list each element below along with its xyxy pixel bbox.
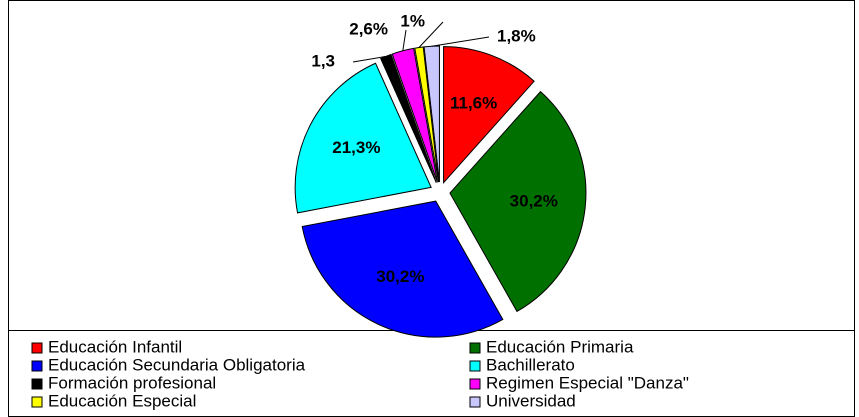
data-label: 1% bbox=[400, 11, 425, 30]
legend-swatch bbox=[469, 378, 481, 390]
legend-label: Universidad bbox=[486, 391, 576, 410]
data-label: 30,2% bbox=[510, 192, 558, 211]
data-label: 11,6% bbox=[450, 93, 497, 112]
pie-slice bbox=[423, 45, 440, 183]
legend-label: Regimen Especial "Danza" bbox=[486, 373, 689, 392]
data-label: 30,2% bbox=[376, 267, 424, 286]
legend-swatch bbox=[31, 396, 43, 408]
pie-slice bbox=[294, 62, 432, 214]
legend-label: Formación profesional bbox=[48, 373, 216, 392]
pie-slice bbox=[391, 47, 438, 183]
leader-line bbox=[402, 29, 407, 51]
legend-swatch bbox=[469, 396, 481, 408]
legend-swatch bbox=[31, 342, 43, 354]
leader-line bbox=[352, 55, 386, 63]
legend-label: Bachillerato bbox=[486, 355, 575, 374]
legend-label: Educación Infantil bbox=[48, 337, 182, 356]
legend-swatch bbox=[469, 360, 481, 372]
legend-swatch bbox=[31, 360, 43, 372]
pie-slice bbox=[301, 200, 504, 338]
legend-swatch bbox=[31, 378, 43, 390]
legend-label: Educación Secundaria Obligatoria bbox=[48, 355, 306, 374]
data-label: 1,8% bbox=[497, 26, 536, 45]
leader-line bbox=[418, 21, 444, 48]
legend-label: Educación Primaria bbox=[486, 337, 634, 356]
data-label: 1,3 bbox=[311, 51, 335, 70]
leader-line bbox=[431, 36, 490, 47]
legend-label: Educación Especial bbox=[48, 391, 196, 410]
legend-frame bbox=[8, 330, 855, 417]
pie-slice bbox=[414, 46, 440, 183]
pie-slice bbox=[449, 90, 587, 313]
data-label: 2,6% bbox=[349, 19, 388, 38]
pie-slice bbox=[443, 46, 535, 184]
legend-swatch bbox=[469, 342, 481, 354]
data-label: 21,3% bbox=[332, 138, 380, 157]
